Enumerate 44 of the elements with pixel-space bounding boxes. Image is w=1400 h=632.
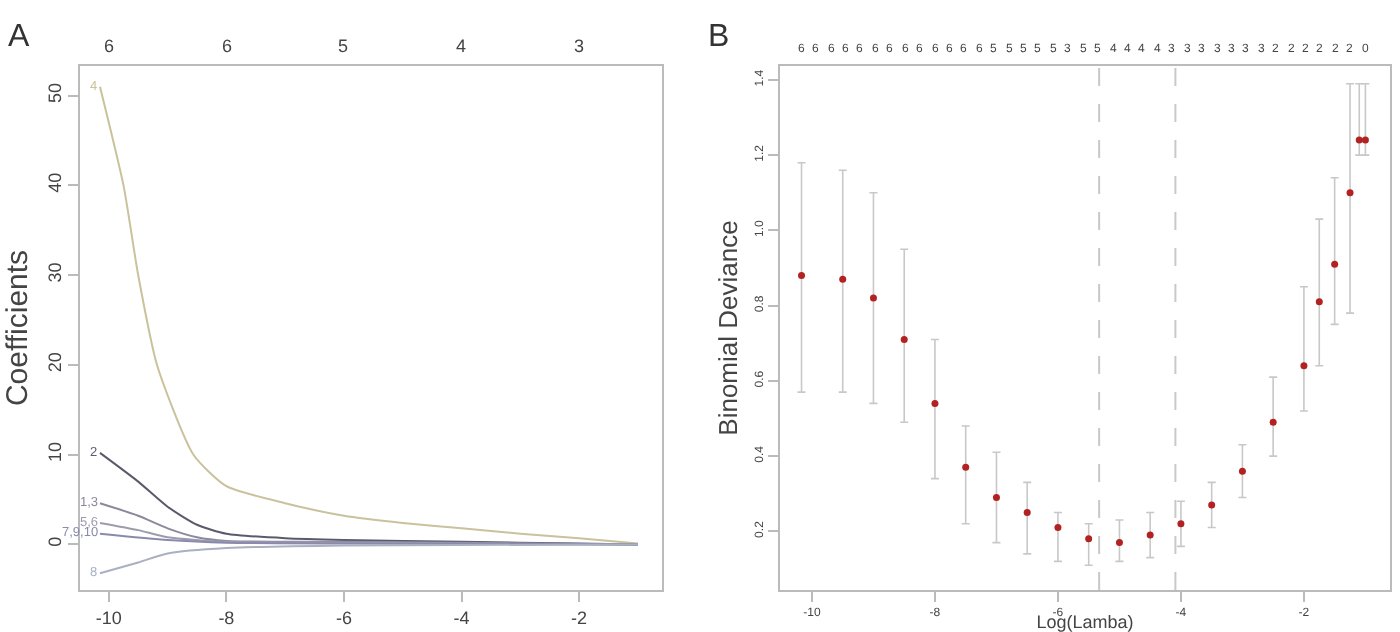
x-tick-label: -4 [453, 607, 470, 628]
x-tick-label: -2 [571, 607, 588, 628]
point [1269, 418, 1277, 426]
point [1115, 539, 1123, 547]
point [900, 335, 908, 343]
text: 3 [574, 36, 585, 56]
y-tick-label: 50 [44, 82, 65, 103]
x-tick-label: -6 [335, 607, 352, 628]
point [1177, 520, 1185, 528]
y-tick-label: 40 [44, 172, 65, 193]
point [1361, 136, 1369, 144]
point [1315, 298, 1323, 306]
point [1085, 535, 1093, 543]
x-tick-label: -8 [218, 607, 235, 628]
y-tick-label: 0 [44, 536, 65, 547]
y-axis-title: Coefficients [1, 249, 36, 407]
x-tick-label: -10 [95, 607, 122, 628]
text: 6 [222, 36, 233, 56]
point [1346, 189, 1354, 197]
text: 4 [456, 36, 467, 56]
y-tick-label: 10 [44, 442, 65, 463]
y-tick-label: 30 [44, 262, 65, 283]
line-series [98, 85, 639, 545]
line-series [98, 543, 639, 575]
point [1208, 501, 1216, 509]
point [1331, 260, 1339, 268]
point [962, 463, 970, 471]
point [1023, 509, 1031, 516]
point [798, 272, 806, 280]
point [1146, 531, 1154, 539]
point [869, 294, 877, 302]
point [931, 399, 939, 407]
point [839, 275, 847, 283]
point [1300, 362, 1308, 370]
text: 5 [338, 36, 349, 56]
point [1054, 524, 1062, 532]
chart-title: A [8, 20, 30, 54]
point [1355, 136, 1363, 144]
point [1238, 467, 1246, 475]
y-axis-title: Binomial Deviance [713, 220, 744, 436]
point [992, 493, 1000, 501]
y-tick-label: 20 [44, 352, 65, 373]
chart-title: B [708, 20, 730, 54]
text: 6 [104, 36, 115, 56]
